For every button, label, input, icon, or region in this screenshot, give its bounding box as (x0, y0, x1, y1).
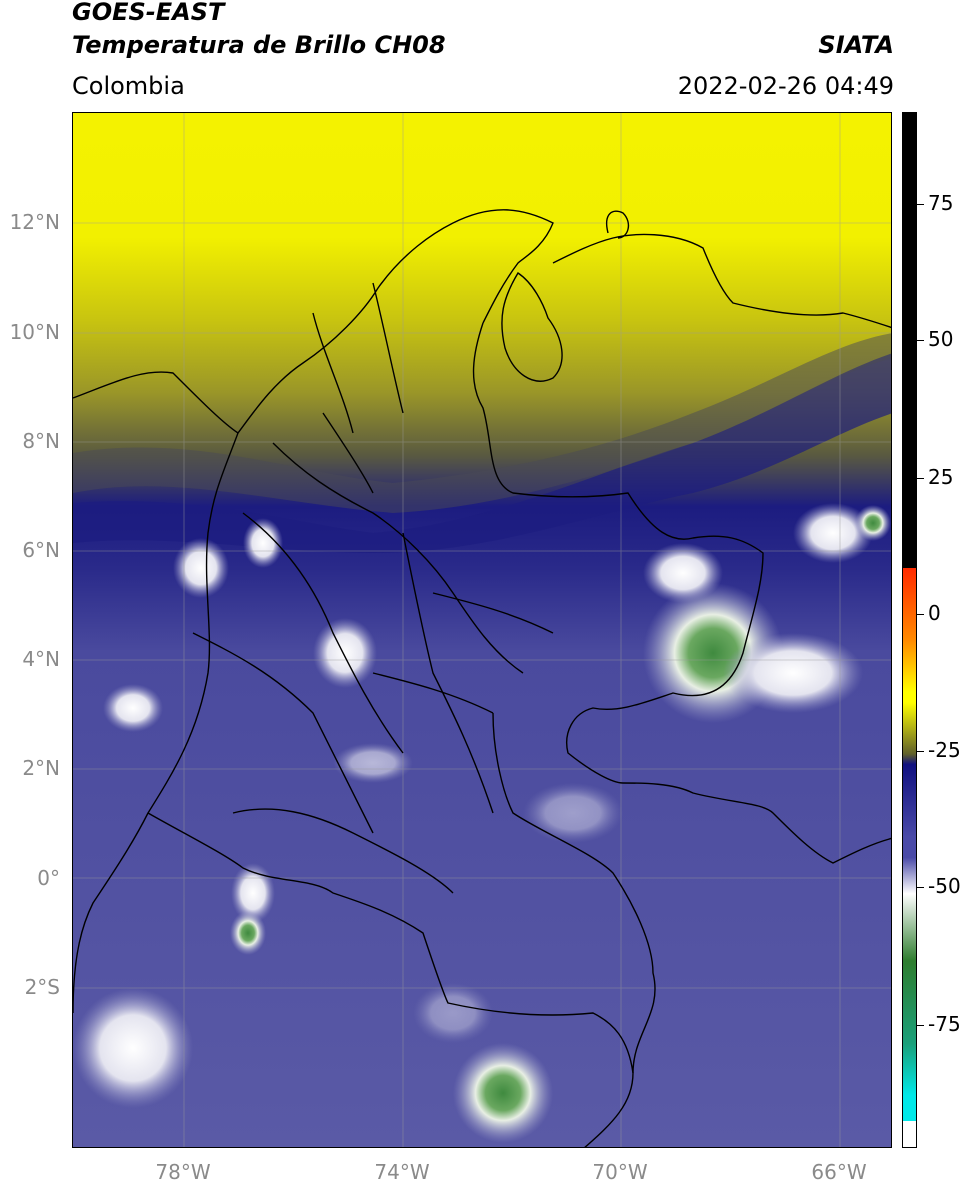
lat-label-8n: 8°N (22, 429, 60, 453)
lat-label-2s: 2°S (24, 975, 60, 999)
colorbar-tick (916, 478, 924, 479)
colorbar-tick (916, 204, 924, 205)
colorbar-tick-label: -25 (928, 738, 961, 762)
colorbar-tick-label: 75 (928, 191, 954, 215)
colorbar (902, 112, 917, 1148)
timestamp-label: 2022-02-26 04:49 (677, 72, 894, 100)
organization-label: SIATA (818, 31, 894, 59)
lon-label-66w: 66°W (811, 1160, 867, 1184)
colorbar-tick (916, 887, 924, 888)
lon-label-78w: 78°W (155, 1160, 211, 1184)
lat-label-4n: 4°N (22, 647, 60, 671)
title-product: Temperatura de Brillo CH08 (72, 31, 446, 59)
region-label: Colombia (72, 72, 185, 100)
colorbar-tick (916, 340, 924, 341)
colorbar-tick-label: -50 (928, 874, 961, 898)
map-image (73, 113, 891, 1147)
lat-label-6n: 6°N (22, 538, 60, 562)
satellite-map (72, 112, 892, 1148)
lat-label-10n: 10°N (9, 320, 60, 344)
colorbar-tick-label: 50 (928, 327, 954, 351)
title-satellite: GOES-EAST (72, 0, 225, 26)
lat-label-0: 0° (37, 866, 60, 890)
lat-label-2n: 2°N (22, 756, 60, 780)
colorbar-tick-label: -75 (928, 1012, 961, 1036)
lat-label-12n: 12°N (9, 210, 60, 234)
colorbar-tick (916, 1025, 924, 1026)
colorbar-tick-label: 25 (928, 465, 954, 489)
lon-label-74w: 74°W (374, 1160, 430, 1184)
lon-label-70w: 70°W (592, 1160, 648, 1184)
colorbar-tick (916, 751, 924, 752)
colorbar-tick (916, 614, 924, 615)
colorbar-tick-label: 0 (928, 601, 941, 625)
